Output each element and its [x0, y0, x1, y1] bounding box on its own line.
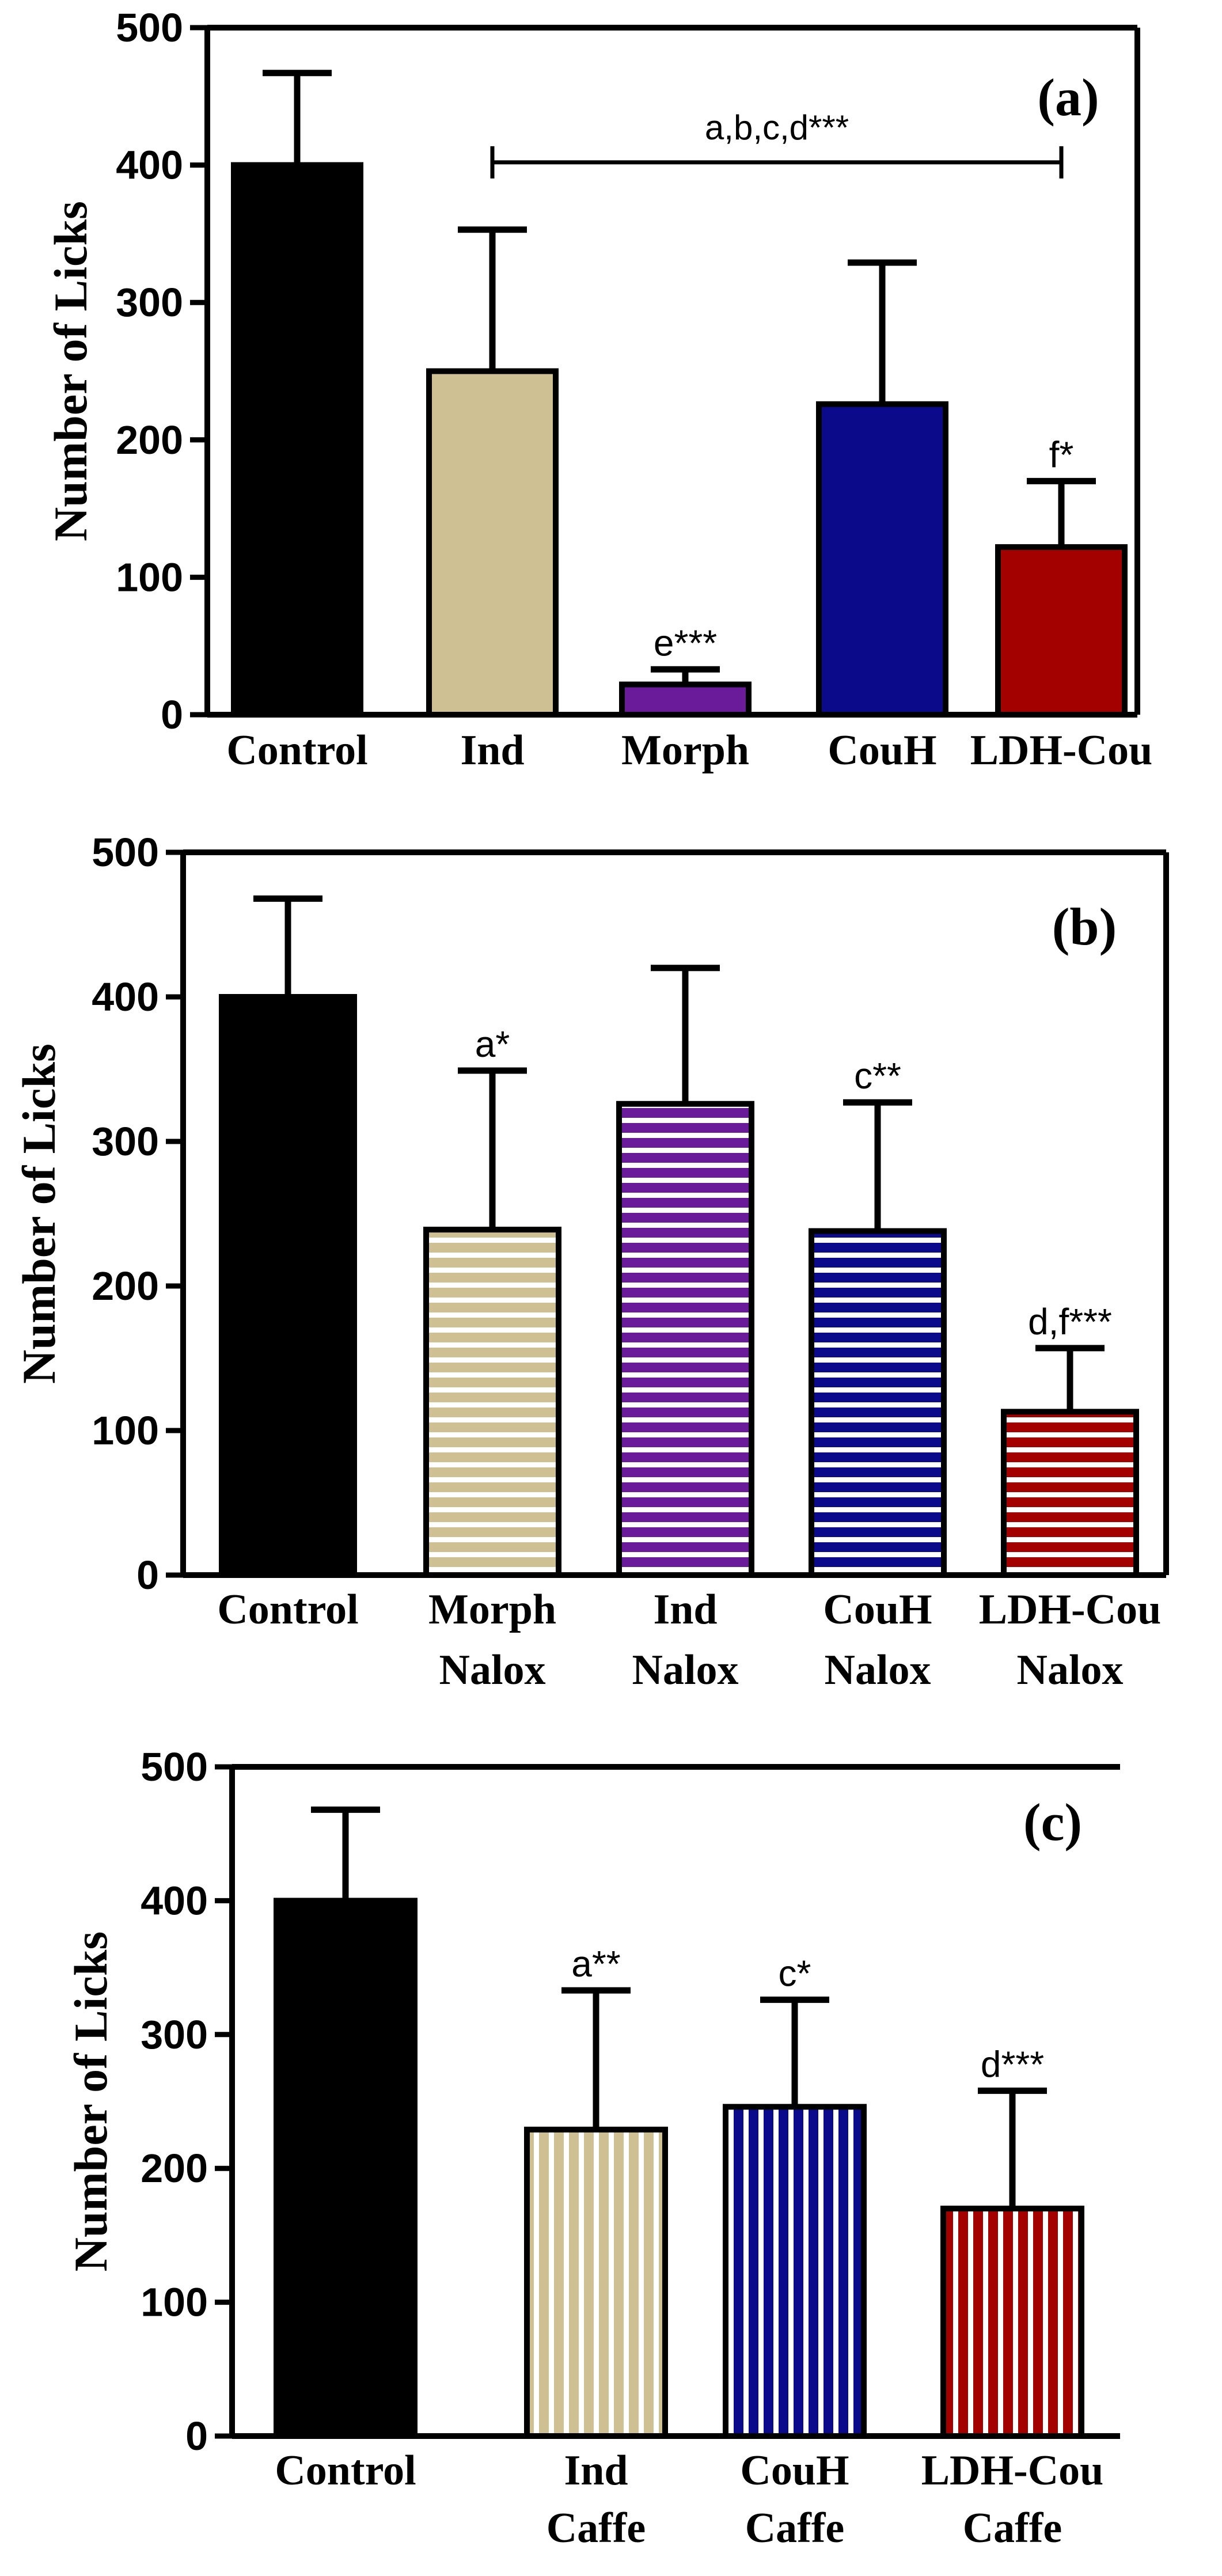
x-tick-label: LDH-Cou [979, 1586, 1162, 1633]
bar-annotation: d*** [981, 2043, 1044, 2085]
bar-2 [423, 1227, 561, 1579]
bar-annotation: c** [854, 1055, 901, 1097]
x-tick-label: LDH-Cou [921, 2447, 1104, 2494]
bar-1 [219, 994, 357, 1578]
x-tick-label: CouH [740, 2447, 849, 2494]
x-tick-label: CouH [823, 1586, 932, 1633]
y-tick-label: 100 [116, 555, 183, 600]
bar-4 [816, 401, 948, 718]
y-tick-label: 100 [92, 1408, 159, 1453]
y-tick-label: 400 [116, 143, 183, 188]
x-tick-label: Morph [428, 1586, 556, 1633]
x-tick-label: Nalox [632, 1646, 739, 1694]
bracket-label: a,b,c,d*** [705, 108, 849, 147]
chart-panel-3: 0 100 200 300 400 500 Number of Licks (c) Contro… [64, 1744, 1120, 2552]
bar-3 [723, 2104, 867, 2439]
y-tick-label: 0 [161, 692, 183, 737]
x-tick-label: Caffe [963, 2505, 1062, 2552]
y-tick-label: 100 [141, 2280, 208, 2325]
y-axis-label: Number of Licks [64, 1932, 117, 2272]
y-tick-label: 200 [141, 2146, 208, 2191]
x-tick-label: Morph [621, 727, 749, 774]
x-tick-label: Caffe [745, 2505, 845, 2552]
bar-annotation: f* [1049, 434, 1074, 475]
panel-label: (c) [1023, 1793, 1082, 1852]
x-tick-label: LDH-Cou [970, 727, 1153, 774]
x-tick-label: Nalox [439, 1646, 546, 1694]
bar-5 [1001, 1409, 1139, 1579]
chart-panel-1: 0 100 200 300 400 500 Number of Licks (a) Contro… [44, 5, 1152, 774]
panel-label: (a) [1037, 68, 1099, 127]
y-tick-label: 500 [116, 5, 183, 50]
x-tick-label: Control [226, 727, 367, 774]
x-tick-label: CouH [828, 727, 936, 774]
bar-annotation: e*** [654, 622, 717, 663]
y-tick-label: 300 [116, 280, 183, 325]
y-tick-label: 300 [92, 1119, 159, 1164]
x-tick-label: Ind [460, 727, 524, 774]
bar-annotation: c* [779, 1952, 811, 1994]
bar-2 [524, 2126, 668, 2439]
x-tick-label: Nalox [825, 1646, 931, 1694]
chart-panel-2: 0 100 200 300 400 500 Number of Licks (b) Contro… [13, 830, 1169, 1694]
y-tick-label: 500 [141, 1744, 208, 1789]
bar-1 [274, 1898, 418, 2439]
y-tick-label: 300 [141, 2012, 208, 2057]
y-tick-label: 200 [116, 418, 183, 462]
x-tick-label: Ind [564, 2447, 628, 2494]
x-tick-label: Control [217, 1586, 358, 1633]
bar-1 [231, 162, 363, 718]
y-axis-label: Number of Licks [13, 1044, 65, 1384]
bar-2 [426, 368, 559, 718]
bar-annotation: a** [571, 1943, 620, 1985]
y-tick-label: 500 [92, 830, 159, 875]
x-tick-label: Control [275, 2447, 416, 2494]
bar-annotation: a* [475, 1023, 510, 1065]
x-tick-label: Caffe [547, 2505, 646, 2552]
x-tick-label: Ind [653, 1586, 717, 1633]
y-tick-label: 0 [185, 2414, 208, 2459]
y-tick-label: 400 [141, 1878, 208, 1923]
y-axis-label: Number of Licks [44, 201, 97, 541]
bar-annotation: d,f*** [1028, 1301, 1112, 1342]
y-tick-label: 0 [136, 1553, 159, 1598]
y-tick-label: 200 [92, 1264, 159, 1308]
bar-3 [619, 681, 752, 718]
bar-4 [940, 2205, 1084, 2439]
bar-5 [995, 544, 1128, 718]
bar-4 [809, 1228, 947, 1579]
y-tick-label: 400 [92, 974, 159, 1019]
panel-label: (b) [1052, 897, 1117, 956]
x-tick-label: Nalox [1017, 1646, 1124, 1694]
bar-3 [616, 1101, 754, 1578]
